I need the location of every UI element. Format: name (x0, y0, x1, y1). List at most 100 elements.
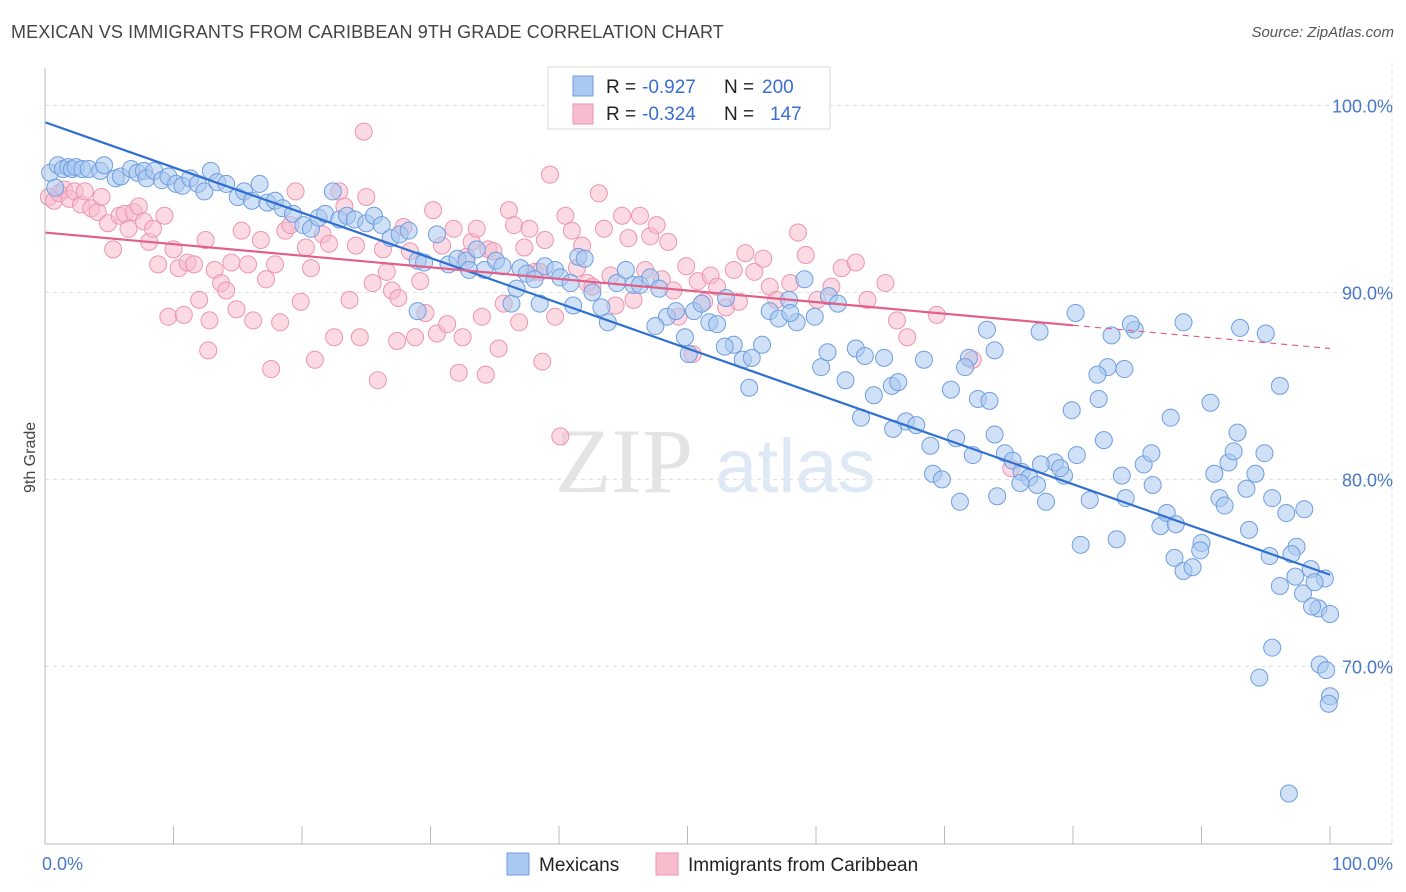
mexicans-point (323, 182, 342, 201)
caribbean-point (754, 249, 773, 268)
watermark-zip: ZIP (555, 410, 693, 512)
caribbean-point (876, 274, 895, 293)
mexicans-point (692, 294, 711, 313)
caribbean-point (325, 328, 344, 347)
legend-n-value: 147 (770, 104, 802, 125)
caribbean-point (357, 188, 376, 207)
mexicans-point (818, 343, 837, 362)
caribbean-point (232, 221, 251, 240)
mexicans-point (427, 225, 446, 244)
caribbean-point (562, 221, 581, 240)
mexicans-point (1037, 492, 1056, 511)
caribbean-point (296, 238, 315, 257)
bottom-legend: Mexicans Immigrants from Caribbean (506, 852, 918, 876)
mexicans-point (1089, 389, 1108, 408)
mexicans-point (1246, 464, 1265, 483)
series-caribbean-points (39, 98, 1021, 478)
mexicans-point (95, 156, 114, 175)
x-tick-label: 100.0% (1332, 854, 1393, 874)
y-tick-label: 100.0% (1332, 96, 1393, 116)
caribbean-point (546, 307, 565, 326)
legend-r-label: R = (606, 104, 636, 125)
caribbean-point (594, 219, 613, 238)
mexicans-point (1250, 668, 1269, 687)
mexicans-point (795, 270, 814, 289)
mexicans-point (781, 303, 800, 322)
x-tick-label: 0.0% (42, 854, 83, 874)
caribbean-point (551, 427, 570, 446)
caribbean-point (239, 255, 258, 274)
mexicans-point (1174, 313, 1193, 332)
y-tick-label: 90.0% (1342, 283, 1393, 303)
caribbean-point (75, 182, 94, 201)
mexicans-point (1062, 401, 1081, 420)
mexicans-point (1102, 326, 1121, 345)
caribbean-point (556, 206, 575, 225)
mexicans-point (493, 257, 512, 276)
mexicans-point (855, 346, 874, 365)
caribbean-point (789, 223, 808, 242)
caribbean-point (244, 311, 263, 330)
bottom-legend-swatch-mexicans (506, 852, 530, 876)
caribbean-point (438, 315, 457, 334)
mexicans-point (1112, 466, 1131, 485)
mexicans-point (46, 178, 65, 197)
mexicans-point (1270, 376, 1289, 395)
mexicans-point (753, 335, 772, 354)
mexicans-point (530, 294, 549, 313)
caribbean-point (190, 290, 209, 309)
caribbean-point (424, 201, 443, 220)
bottom-legend-swatch-caribbean (655, 852, 679, 876)
mexicans-point (740, 378, 759, 397)
mexicans-point (889, 373, 908, 392)
mexicans-point (1228, 423, 1247, 442)
caribbean-point (589, 184, 608, 203)
mexicans-trend-line (44, 121, 1331, 576)
mexicans-point (1066, 303, 1085, 322)
caribbean-point (159, 307, 178, 326)
mexicans-point (1237, 479, 1256, 498)
caribbean-point (624, 290, 643, 309)
correlation-legend: R = -0.927 N = 200 R = -0.324 N = 147 (547, 66, 831, 130)
caribbean-point (149, 255, 168, 274)
mexicans-point (1319, 694, 1338, 713)
legend-n-value: 200 (762, 77, 794, 98)
caribbean-point (271, 313, 290, 332)
mexicans-point (1071, 535, 1090, 554)
caribbean-point (887, 311, 906, 330)
mexicans-point (812, 358, 831, 377)
mexicans-point (717, 288, 736, 307)
mexicans-point (932, 470, 951, 489)
legend-n-label: N = (724, 77, 754, 98)
caribbean-point (630, 206, 649, 225)
legend-r-value: -0.927 (642, 77, 696, 98)
mexicans-point (666, 302, 685, 321)
caribbean-point (411, 272, 430, 291)
mexicans-point (616, 260, 635, 279)
caribbean-point (724, 260, 743, 279)
caribbean-point (505, 216, 524, 235)
x-tick-labels: 0.0% 100.0% (42, 854, 1393, 874)
caribbean-point (444, 219, 463, 238)
mexicans-point (950, 492, 969, 511)
mexicans-point (1279, 784, 1298, 803)
caribbean-point (515, 238, 534, 257)
mexicans-point (988, 487, 1007, 506)
mexicans-point (1028, 475, 1047, 494)
mexicans-point (1294, 584, 1313, 603)
caribbean-point (174, 305, 193, 324)
mexicans-point (1201, 393, 1220, 412)
mexicans-point (1115, 360, 1134, 379)
caribbean-point (619, 229, 638, 248)
mexicans-point (1080, 490, 1099, 509)
series-mexicans-points (41, 156, 1339, 803)
caribbean-point (533, 352, 552, 371)
mexicans-point (836, 371, 855, 390)
mexicans-point (864, 386, 883, 405)
mexicans-point (525, 270, 544, 289)
mexicans-point (399, 221, 418, 240)
trend-lines (44, 121, 1331, 576)
caribbean-point (305, 350, 324, 369)
mexicans-point (985, 425, 1004, 444)
mexicans-point (1215, 496, 1234, 515)
